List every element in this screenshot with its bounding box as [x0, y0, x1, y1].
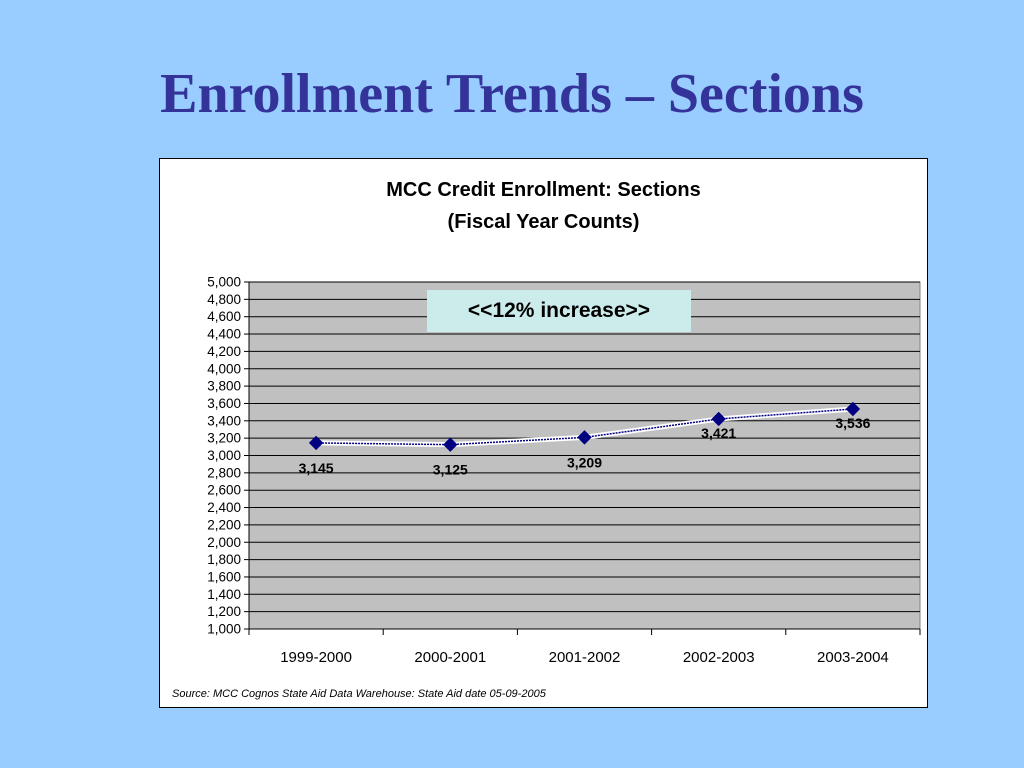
y-tick-label: 2,200	[207, 517, 241, 532]
y-tick-label: 2,400	[207, 500, 241, 515]
y-tick-label: 2,000	[207, 535, 241, 550]
x-tick-label: 2002-2003	[683, 649, 755, 666]
y-tick-label: 2,600	[207, 483, 241, 498]
x-tick-label: 2000-2001	[414, 649, 486, 666]
x-tick-label: 2003-2004	[817, 649, 889, 666]
data-label: 3,536	[835, 415, 870, 431]
data-point	[308, 435, 324, 451]
chart-plot: 1,000 1,200 1,400 1,600 1,800 2,000 2,200 2,400…	[207, 275, 921, 666]
y-tick-label: 5,000	[207, 275, 241, 290]
data-point	[711, 411, 726, 427]
data-label: 3,421	[701, 425, 736, 441]
data-point	[443, 437, 458, 452]
y-tick-label: 4,400	[207, 327, 241, 342]
data-label: 3,125	[433, 462, 468, 478]
y-tick-label: 2,800	[207, 465, 241, 480]
y-tick-label: 3,400	[207, 413, 241, 428]
chart-source-note: Source: MCC Cognos State Aid Data Wareho…	[172, 688, 546, 700]
data-point	[577, 430, 592, 445]
y-tick-label: 4,800	[207, 292, 241, 307]
y-tick-label: 1,800	[207, 552, 241, 567]
chart-subtitle: (Fiscal Year Counts)	[447, 211, 640, 233]
increase-annotation: <<12% increase>>	[427, 290, 691, 332]
y-tick-label: 1,400	[207, 587, 241, 602]
y-tick-label: 3,200	[207, 431, 241, 446]
y-tick-label: 3,000	[207, 448, 241, 463]
y-tick-label: 3,800	[207, 379, 241, 394]
y-tick-label: 4,600	[207, 309, 241, 324]
y-tick-label: 4,000	[207, 361, 241, 376]
slide-title: Enrollment Trends – Sections	[160, 63, 864, 125]
x-tick-label: 1999-2000	[280, 649, 352, 666]
data-point	[845, 401, 861, 417]
y-tick-label: 3,600	[207, 396, 241, 411]
y-tick-label: 1,600	[207, 569, 241, 584]
data-label: 3,209	[567, 454, 602, 470]
chart-container: MCC Credit Enrollment: Sections (Fiscal …	[159, 158, 928, 708]
data-label: 3,145	[299, 460, 334, 476]
x-tick-label: 2001-2002	[549, 649, 621, 666]
y-tick-label: 4,200	[207, 344, 241, 359]
y-tick-label: 1,200	[207, 604, 241, 619]
y-tick-label: 1,000	[207, 622, 241, 637]
chart-title: MCC Credit Enrollment: Sections	[386, 179, 701, 201]
